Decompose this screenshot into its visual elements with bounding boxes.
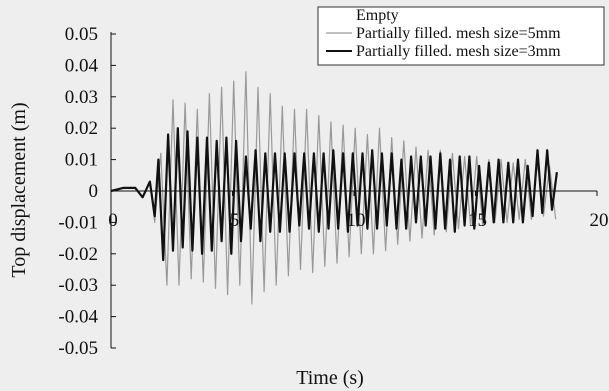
y-tick-label: 0.03 <box>65 87 98 108</box>
x-tick-label: 10 <box>347 210 366 231</box>
axes <box>110 32 598 349</box>
y-tick-label: 0 <box>89 181 99 202</box>
y-tick-label: -0.02 <box>58 244 98 265</box>
y-tick-label: -0.04 <box>58 307 98 328</box>
series-line-2 <box>110 127 558 262</box>
legend-box <box>317 6 605 66</box>
x-tick-label: 20 <box>590 210 609 231</box>
series-lines <box>110 71 558 305</box>
x-tick-label: 5 <box>230 210 240 231</box>
y-tick-label: 0.04 <box>65 55 99 76</box>
y-tick-label: -0.01 <box>58 212 98 233</box>
x-tick-label: 15 <box>468 210 487 231</box>
tick-labels: 0.05 0.04 0.03 0.02 0.01 0 -0.01 -0.02 -0.03 -0.0… <box>58 24 608 359</box>
y-tick-label: 0.02 <box>65 118 98 139</box>
legend-label-0: Empty <box>356 7 399 24</box>
y-tick-label: 0.05 <box>65 24 98 45</box>
x-axis-title: Time (s) <box>296 367 364 389</box>
y-tick-label: 0.01 <box>65 150 98 171</box>
legend-label-1: Partially filled. mesh size=5mm <box>356 25 561 42</box>
y-tick-label: -0.03 <box>58 275 98 296</box>
y-tick-label: -0.05 <box>58 338 98 359</box>
legend-label-2: Partially filled. mesh size=3mm <box>356 43 561 60</box>
y-axis-title: Top displacement (m) <box>8 102 30 277</box>
x-tick-label: 0 <box>108 210 118 231</box>
